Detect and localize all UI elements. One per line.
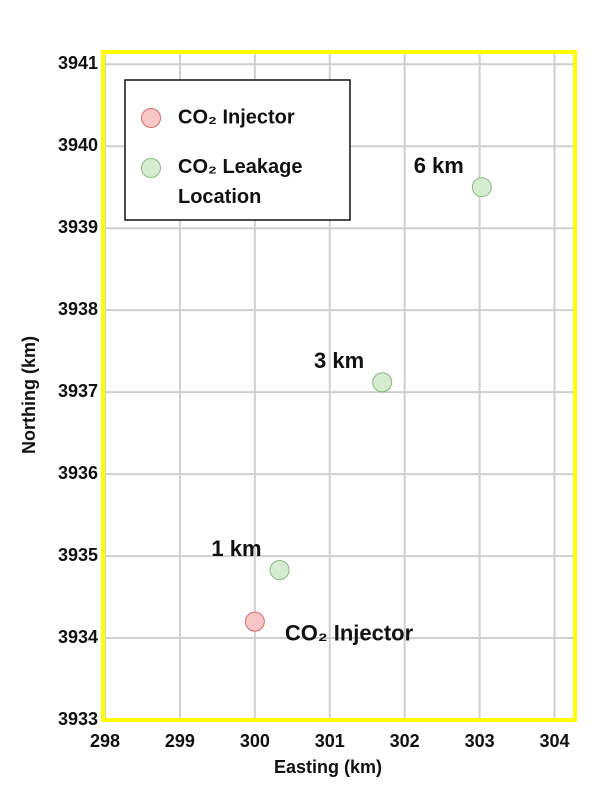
data-point — [244, 611, 265, 632]
y-tick-label: 3938 — [58, 299, 98, 319]
data-label: CO₂ Injector — [285, 620, 414, 645]
data-point — [372, 372, 393, 393]
legend-marker — [141, 158, 161, 178]
y-tick-label: 3933 — [58, 709, 98, 729]
x-tick-label: 302 — [390, 731, 420, 751]
y-tick-label: 3937 — [58, 381, 98, 401]
y-tick-label: 3934 — [58, 627, 98, 647]
y-tick-label: 3936 — [58, 463, 98, 483]
legend-marker — [141, 108, 161, 128]
legend-label: CO₂ Leakage Location — [178, 156, 303, 208]
y-tick-label: 3941 — [58, 53, 98, 73]
legend-label-line: CO₂ Leakage — [178, 156, 303, 178]
x-tick-label: 299 — [165, 731, 195, 751]
legend: CO₂ Injector CO₂ Leakage Location — [124, 79, 351, 221]
data-point — [269, 560, 290, 581]
y-axis-label: Northing (km) — [19, 336, 39, 454]
x-tick-label: 301 — [315, 731, 345, 751]
legend-box — [124, 79, 351, 221]
legend-label-line: Location — [178, 186, 261, 208]
data-label: 3 km — [314, 348, 364, 373]
legend-label: CO₂ Injector — [178, 106, 295, 128]
y-tick-label: 3940 — [58, 135, 98, 155]
data-label: 1 km — [211, 536, 261, 561]
plot-frame — [101, 50, 577, 722]
data-point — [471, 177, 492, 198]
y-tick-label: 3939 — [58, 217, 98, 237]
x-tick-label: 298 — [90, 731, 120, 751]
x-axis-label: Easting (km) — [274, 757, 382, 777]
data-label: 6 km — [414, 153, 464, 178]
x-tick-label: 303 — [465, 731, 495, 751]
x-tick-label: 304 — [540, 731, 570, 751]
y-tick-label: 3935 — [58, 545, 98, 565]
x-tick-label: 300 — [240, 731, 270, 751]
